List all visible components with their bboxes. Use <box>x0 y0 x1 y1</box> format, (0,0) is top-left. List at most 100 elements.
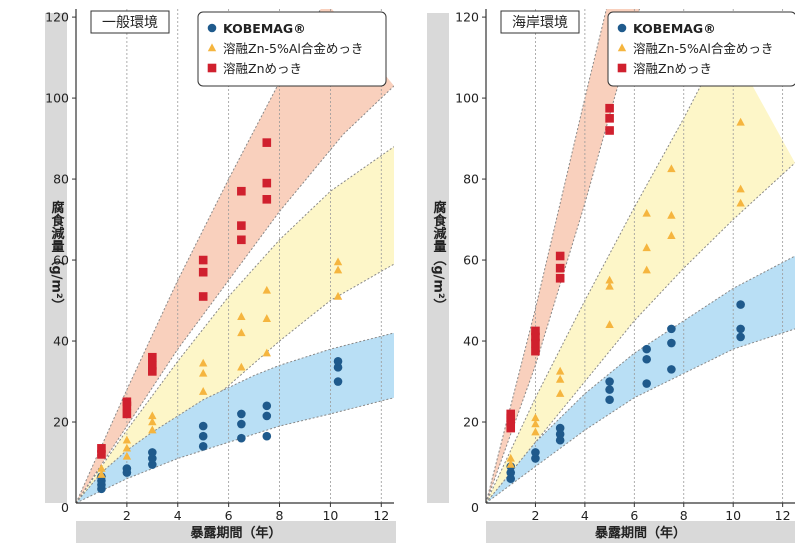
data-point-circle <box>605 385 614 394</box>
x-tick-label: 4 <box>174 508 182 523</box>
data-point-square <box>531 338 540 348</box>
data-point-triangle <box>736 117 745 126</box>
data-point-triangle <box>237 362 246 371</box>
x-tick-label: 10 <box>725 508 741 523</box>
legend-box <box>607 11 795 87</box>
data-point-triangle <box>262 314 271 322</box>
data-point-square <box>148 367 157 376</box>
data-point-triangle <box>605 281 614 290</box>
data-point-triangle <box>333 265 343 274</box>
data-point-square <box>198 267 208 277</box>
data-point-square <box>237 186 246 196</box>
x-axis-label: 暴露期間（年） <box>189 525 281 541</box>
band-lower-line <box>486 9 640 503</box>
data-point-square <box>122 409 132 419</box>
data-point-triangle <box>667 231 676 239</box>
data-point-triangle <box>148 411 157 420</box>
x-tick-label: 6 <box>630 508 638 523</box>
y-tick-label: 80 <box>53 172 69 187</box>
y-tick-label: 120 <box>45 10 69 25</box>
data-point-triangle <box>642 265 651 274</box>
y-axis-label: 腐食減量（g/m²） <box>49 200 66 312</box>
band-lower-line <box>76 397 394 503</box>
data-points <box>97 138 343 494</box>
data-point-square <box>531 346 540 356</box>
x-tick-label: 2 <box>531 508 539 523</box>
confidence-band <box>486 37 795 503</box>
data-point-triangle <box>531 419 540 428</box>
data-point-circle <box>667 365 676 374</box>
data-point-circle <box>506 468 516 477</box>
data-point-triangle <box>262 285 271 294</box>
data-point-circle <box>531 448 540 457</box>
data-point-circle <box>262 401 272 411</box>
y-tick-label: 60 <box>463 253 479 268</box>
data-point-square <box>555 251 565 261</box>
data-point-triangle <box>667 164 676 173</box>
data-point-circle <box>198 431 208 441</box>
data-point-square <box>237 235 246 245</box>
data-point-triangle <box>199 368 208 377</box>
data-point-triangle <box>199 358 208 367</box>
data-point-square <box>122 397 132 407</box>
data-point-square <box>97 444 106 453</box>
data-point-triangle <box>642 243 651 252</box>
data-point-circle <box>148 454 157 463</box>
data-point-triangle <box>605 320 614 329</box>
data-point-triangle <box>555 374 565 383</box>
data-point-circle <box>262 411 272 421</box>
data-point-circle <box>642 354 651 364</box>
data-point-square <box>148 352 157 362</box>
data-point-circle <box>333 377 343 386</box>
data-point-triangle <box>199 387 208 395</box>
data-point-circle <box>237 419 246 429</box>
legend-entry: 溶融Zn-5%Al合金めっき <box>223 41 363 56</box>
x-tick-label: 8 <box>276 508 284 523</box>
data-point-triangle <box>122 443 132 452</box>
band-upper-line <box>486 37 727 503</box>
data-point-circle <box>736 332 745 342</box>
x-axis-bar <box>486 521 795 543</box>
data-point-circle <box>262 431 272 441</box>
data-point-circle <box>736 300 745 309</box>
legend-marker-circle <box>617 23 627 33</box>
y-tick-label: 80 <box>463 172 479 187</box>
data-point-square <box>148 361 157 370</box>
data-point-square <box>531 326 540 336</box>
data-point-triangle <box>97 470 106 478</box>
data-point-circle <box>555 423 565 433</box>
data-point-triangle <box>531 427 540 436</box>
legend-entry: 溶融Znめっき <box>223 61 302 76</box>
data-point-square <box>97 450 106 459</box>
origin-label: 0 <box>471 500 479 515</box>
data-point-circle <box>642 379 651 388</box>
data-point-triangle <box>333 257 343 266</box>
x-tick-label: 4 <box>581 508 589 523</box>
data-point-square <box>506 423 516 433</box>
data-point-circle <box>198 442 208 451</box>
data-point-triangle <box>605 275 614 284</box>
data-point-circle <box>237 409 246 419</box>
data-point-circle <box>506 474 516 484</box>
data-point-circle <box>333 356 343 366</box>
data-points <box>506 103 745 484</box>
band-upper-line <box>486 9 607 503</box>
confidence-band <box>76 9 394 503</box>
data-point-triangle <box>531 413 540 422</box>
panel-label-box <box>500 10 580 34</box>
data-point-circle <box>555 429 565 439</box>
data-point-triangle <box>148 417 157 426</box>
legend-entry: KOBEMAG® <box>633 21 716 36</box>
legend-marker-circle <box>207 23 217 33</box>
data-point-circle <box>148 448 157 457</box>
data-point-triangle <box>122 435 132 444</box>
data-point-square <box>555 273 565 283</box>
y-tick-label: 100 <box>455 91 479 106</box>
data-point-circle <box>605 377 614 386</box>
band-lower-line <box>486 162 795 503</box>
x-tick-label: 8 <box>680 508 688 523</box>
data-point-square <box>198 255 208 265</box>
